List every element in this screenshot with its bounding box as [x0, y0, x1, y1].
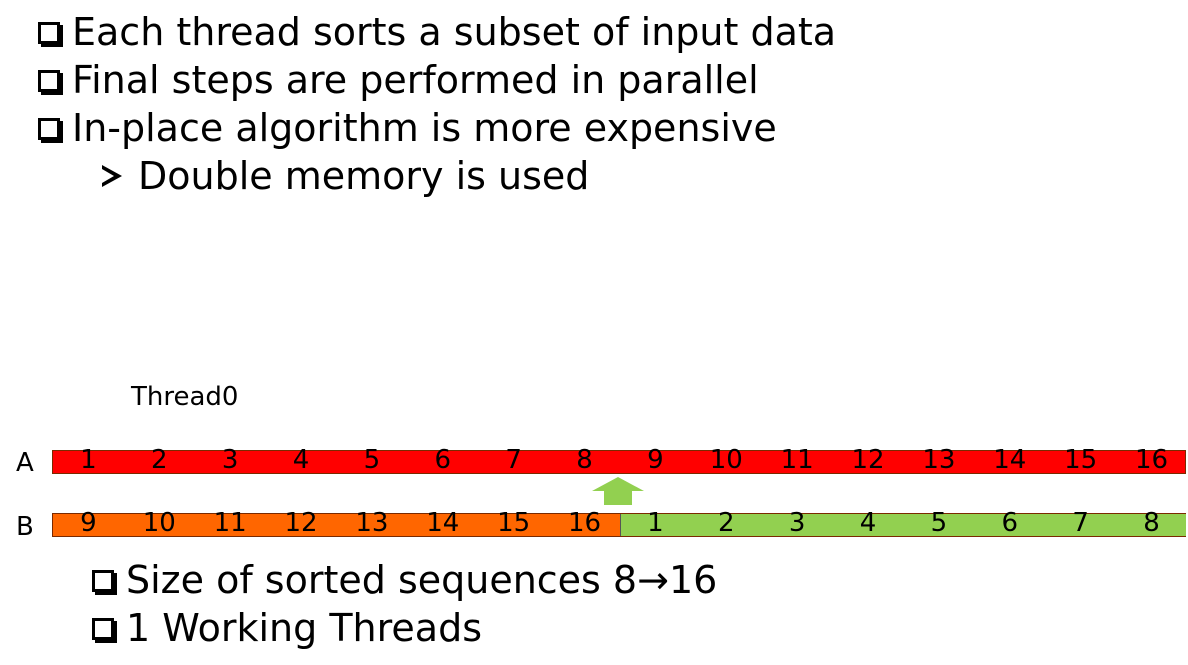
array-b-right-cell: 7: [1072, 508, 1089, 538]
bullet-1-text: Each thread sorts a subset of input data: [72, 10, 837, 54]
array-a-cell: 14: [993, 445, 1027, 475]
array-b-right-cell: 2: [718, 508, 735, 538]
arrow-bullet-icon: [102, 165, 122, 187]
array-b-right-cell: 1: [647, 508, 664, 538]
thread-label: Thread0: [131, 382, 239, 412]
array-a-cell: 13: [922, 445, 956, 475]
bullet-2-text: Final steps are performed in parallel: [72, 58, 759, 102]
array-a-cell: 7: [505, 445, 522, 475]
array-b-left-cell: 16: [568, 508, 602, 538]
array-a-cell: 8: [576, 445, 593, 475]
bullet-3: In-place algorithm is more expensive: [38, 104, 777, 152]
bullet-2: Final steps are performed in parallel: [38, 56, 759, 104]
sub-bullet: Double memory is used: [102, 152, 589, 200]
array-b-left-cell: 15: [497, 508, 531, 538]
summary-bullet-2: 1 Working Threads: [92, 605, 482, 651]
array-b-left-cell: 11: [213, 508, 247, 538]
checkbox-bullet-icon: [38, 118, 60, 140]
array-a-label: A: [16, 448, 34, 478]
array-b-left-cell: 10: [142, 508, 176, 538]
array-a-cell: 6: [434, 445, 452, 475]
checkbox-bullet-icon: [38, 22, 60, 44]
summary-bullet-1-text: Size of sorted sequences 8→16: [126, 558, 718, 602]
checkbox-bullet-icon: [92, 570, 114, 592]
array-b-right-cell: 3: [788, 508, 806, 538]
array-a-cell: 15: [1064, 445, 1098, 475]
array-b-left-cell: 9: [80, 508, 97, 538]
bullet-3-text: In-place algorithm is more expensive: [72, 106, 777, 150]
array-a-cell: 16: [1135, 445, 1169, 475]
sub-bullet-text: Double memory is used: [138, 154, 590, 198]
up-arrow-icon: [592, 477, 644, 505]
array-b-left-cell: 13: [355, 508, 389, 538]
array-b-left-segment: [53, 514, 620, 536]
array-b-label: B: [16, 512, 34, 542]
array-b: 9 10 11 12 13 14 15 16 1 2 3 4 5 6 7 8: [52, 509, 1186, 537]
array-a-cell: 11: [780, 445, 814, 475]
array-a-cell: 1: [80, 445, 97, 475]
array-b-right-cell: 5: [930, 508, 948, 538]
array-b-right-cell: 4: [859, 508, 877, 538]
array-b-right-cell: 8: [1143, 508, 1160, 538]
checkbox-bullet-icon: [38, 70, 60, 92]
array-a-cell: 2: [151, 445, 168, 475]
array-a-cell: 5: [363, 445, 381, 475]
array-b-right-segment: [620, 514, 1186, 536]
summary-bullet-1: Size of sorted sequences 8→16: [92, 557, 717, 603]
summary-bullet-2-text: 1 Working Threads: [126, 606, 482, 650]
array-b-left-cell: 14: [426, 508, 460, 538]
array-a-cell: 4: [292, 445, 310, 475]
array-a-cell: 9: [647, 445, 664, 475]
array-a-cell: 3: [221, 445, 239, 475]
array-a: 1 2 3 4 5 6 7 8 9 10 11 12 13 14 15 16: [52, 446, 1186, 474]
array-b-left-cell: 12: [284, 508, 318, 538]
array-b-right-cell: 6: [1001, 508, 1019, 538]
array-a-cell: 12: [851, 445, 885, 475]
checkbox-bullet-icon: [92, 618, 114, 640]
bullet-1: Each thread sorts a subset of input data: [38, 8, 836, 56]
array-a-cell: 10: [709, 445, 743, 475]
